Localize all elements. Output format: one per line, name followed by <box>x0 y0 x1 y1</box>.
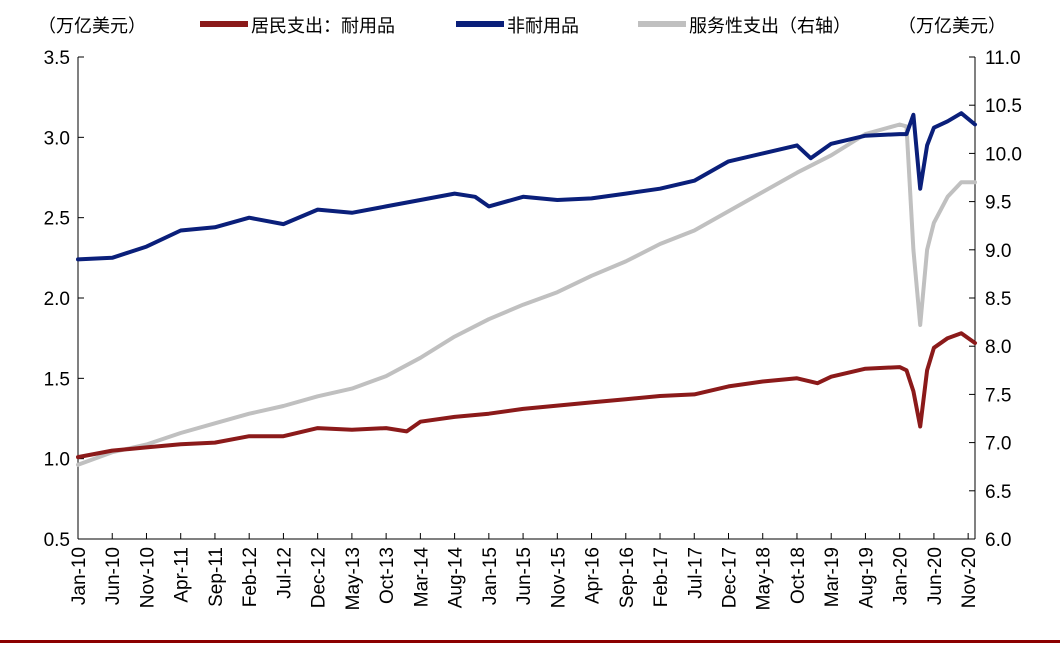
x-tick-label: Dec-17 <box>719 547 740 608</box>
x-tick-label: Nov-20 <box>959 547 980 608</box>
x-tick-label: Dec-12 <box>309 547 330 608</box>
legend-item-durables: 居民支出：耐用品 <box>200 16 395 37</box>
right-axis-unit: （万亿美元） <box>898 16 1006 37</box>
x-tick-label: Jul-17 <box>685 547 706 599</box>
x-tick-label: Sep-11 <box>206 547 227 607</box>
x-tick-label: Mar-14 <box>411 547 432 608</box>
left-tick-label: 2.0 <box>44 289 70 310</box>
series-line-services <box>76 122 977 467</box>
x-tick-label: Aug-14 <box>446 547 467 609</box>
right-tick-label: 7.0 <box>985 434 1011 455</box>
x-tick-label: Oct-18 <box>788 547 809 604</box>
right-tick-label: 10.5 <box>985 96 1022 117</box>
series-line-durables <box>76 331 977 460</box>
legend-label-durables: 居民支出：耐用品 <box>251 16 395 37</box>
legend-item-services: 服务性支出（右轴） <box>638 16 851 37</box>
x-tick-label: Nov-10 <box>137 547 158 608</box>
left-axis-unit: （万亿美元） <box>38 16 146 37</box>
legend-item-nondurables: 非耐用品 <box>456 16 579 37</box>
right-tick-label: 8.0 <box>985 337 1011 358</box>
left-tick-label: 1.5 <box>44 369 70 390</box>
x-tick-label: Aug-19 <box>856 547 877 608</box>
left-tick-label: 3.0 <box>44 128 70 149</box>
left-tick-label: 1.0 <box>44 450 70 471</box>
left-tick-label: 2.5 <box>44 209 70 230</box>
legend-label-services: 服务性支出（右轴） <box>689 16 851 37</box>
right-tick-label: 6.5 <box>985 482 1011 503</box>
x-tick-label: Mar-19 <box>822 547 843 607</box>
x-tick-label: May-18 <box>754 547 775 610</box>
x-tick-label: Oct-13 <box>377 547 398 604</box>
x-tick-label: Apr-16 <box>583 547 604 604</box>
right-tick-label: 8.5 <box>985 289 1011 310</box>
right-tick-label: 7.5 <box>985 385 1011 406</box>
x-tick-label: Jun-15 <box>514 547 535 605</box>
right-tick-label: 10.0 <box>985 144 1022 165</box>
x-tick-label: Jan-10 <box>69 547 90 605</box>
right-tick-label: 11.0 <box>985 48 1021 69</box>
bottom-rule <box>0 640 1060 643</box>
x-tick-label: Jan-20 <box>891 547 912 605</box>
axes: 0.5 1.0 1.5 2.0 2.5 3.0 3.5 6.0 6.5 7.0 7.5 8.0 8.5 9… <box>44 48 1022 610</box>
series-line-nondurables <box>76 111 977 262</box>
x-tick-label: Feb-12 <box>240 547 261 607</box>
right-tick-label: 9.0 <box>985 241 1011 262</box>
right-tick-label: 9.5 <box>985 193 1011 214</box>
legend-label-nondurables: 非耐用品 <box>507 16 579 37</box>
x-tick-label: Apr-11 <box>172 547 193 603</box>
plot-area <box>76 111 977 467</box>
x-tick-label: Sep-16 <box>617 547 638 608</box>
x-tick-label: Nov-15 <box>548 547 569 608</box>
left-tick-label: 3.5 <box>44 48 70 69</box>
x-tick-label: Jan-15 <box>480 547 501 605</box>
x-tick-label: Jun-10 <box>103 547 124 605</box>
left-tick-label: 0.5 <box>44 530 70 551</box>
x-tick-label: Jun-20 <box>925 547 946 605</box>
right-tick-label: 6.0 <box>985 530 1011 551</box>
x-tick-label: May-13 <box>343 547 364 610</box>
x-tick-label: Jul-12 <box>274 547 295 599</box>
legend: 居民支出：耐用品 非耐用品 服务性支出（右轴） <box>200 16 851 37</box>
x-tick-label: Feb-17 <box>651 547 672 607</box>
